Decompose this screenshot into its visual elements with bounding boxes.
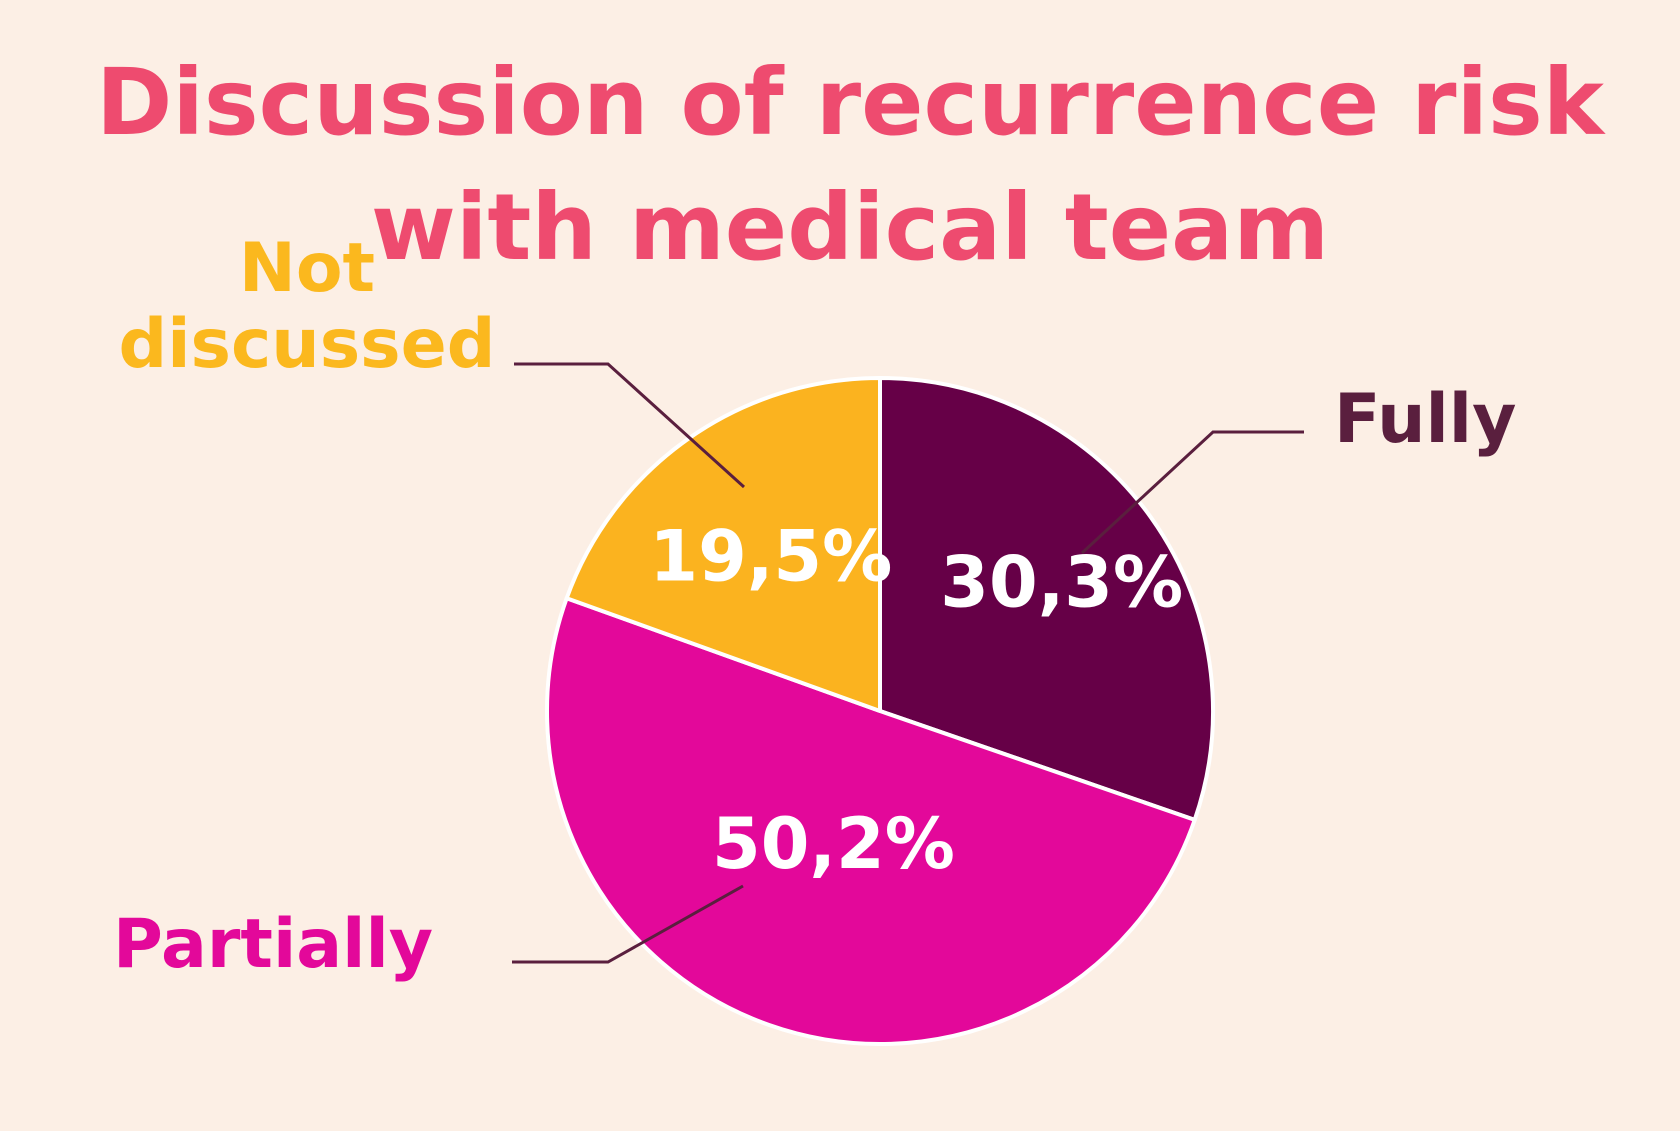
category-label-line: Fully [1334,380,1516,459]
category-label-not-discussed: Not discussed [119,229,496,384]
category-label-line: Partially [113,905,433,984]
chart-title: Discussion of recurrence risk with medic… [96,49,1606,281]
pie-value-labels: 30,3% 50,2% 19,5% [649,516,1183,885]
value-label-not-discussed: 19,5% [649,516,892,598]
category-label-line: Not [239,229,375,308]
leader-line-not-discussed [514,362,746,489]
pie-slices [545,376,1215,1046]
leader-line-partially [512,884,744,964]
category-label-partially: Partially [113,905,433,984]
value-label-fully: 30,3% [940,542,1183,624]
category-labels: Fully Partially Not discussed [113,229,1516,984]
value-label-partially: 50,2% [712,803,955,885]
chart-title-line-1: Discussion of recurrence risk [96,49,1606,156]
chart-title-line-2: with medical team [371,174,1329,281]
leader-lines [512,362,1304,964]
pie-slice-partially [545,596,1197,1046]
pie-slice-fully [878,376,1215,822]
category-label-line: discussed [119,305,496,384]
category-label-fully: Fully [1334,380,1516,459]
leader-line-fully [1080,430,1304,555]
